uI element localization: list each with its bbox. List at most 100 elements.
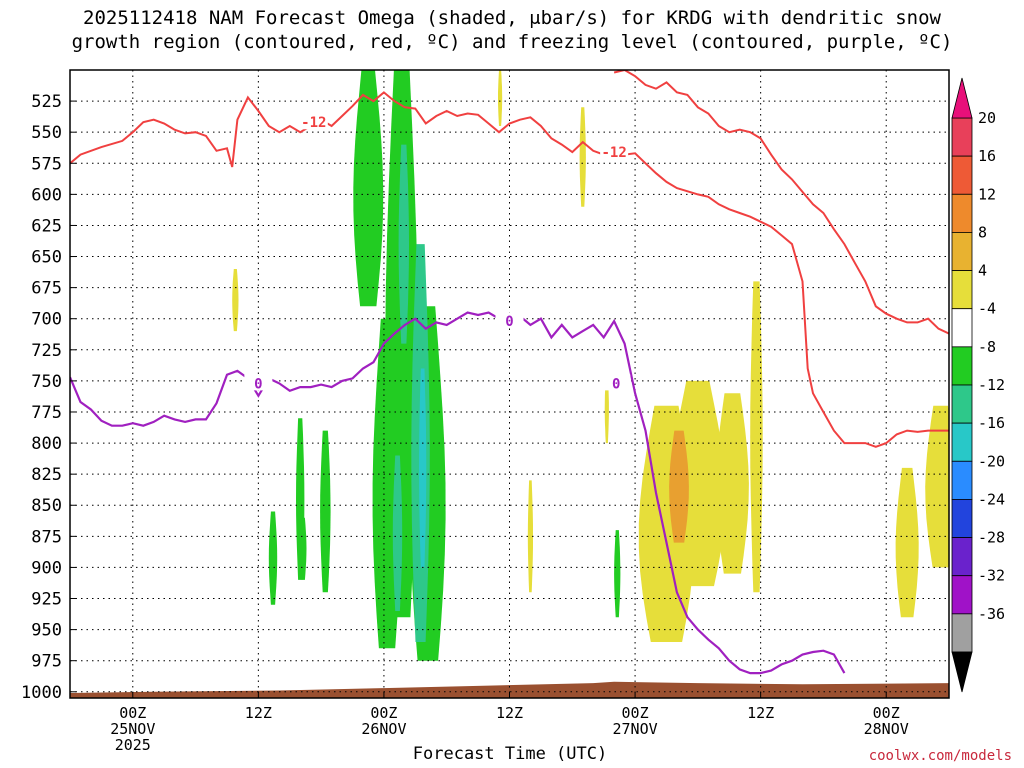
y-tick-label: 650 [31,248,62,268]
freezing-level-line [70,311,846,675]
y-tick-label: 675 [31,279,62,299]
x-tick-label: 00Z [873,704,900,722]
y-tick-label: 875 [31,527,62,547]
omega-downward-region [604,374,609,444]
colorbar-label: 16 [978,147,996,165]
omega-downward-region [895,467,919,618]
x-axis-label: Forecast Time (UTC) [412,744,608,764]
dendritic-contour-line [70,91,949,448]
omega-upward-region [300,517,307,580]
omega-upward-region [353,70,384,307]
y-tick-label: 525 [31,92,62,112]
y-tick-label: 625 [31,216,62,236]
omega-downward-region [579,107,586,207]
title-line-2: growth region (contoured, red, ºC) and f… [71,31,953,53]
colorbar-label: -20 [978,452,1005,470]
omega-upward-region [268,511,278,605]
omega-downward-region [925,405,949,568]
y-tick-label: 975 [31,652,62,672]
y-tick-label: 600 [31,185,62,205]
freezing-contour-label-bg [244,374,273,391]
colorbar-label: -24 [978,490,1005,508]
colorbar-swatch [951,270,973,310]
colorbar-label: -36 [978,605,1005,623]
dendritic-contour-label: -12 [301,115,326,131]
freezing-contour-label-bg [495,312,524,329]
colorbar-label: -8 [978,338,996,356]
colorbar-swatch [951,117,973,157]
colorbar-label: 4 [978,262,987,280]
credit-text: coolwx.com/models [868,748,1012,764]
omega-shading [70,70,949,698]
freezing-contour-label-bg [602,374,631,391]
colorbar-swatch [951,537,973,577]
x-tick-label: 00Z [622,704,649,722]
omega-upward-region [614,530,621,618]
colorbar-label: -4 [978,300,996,318]
omega-upward-core [419,368,427,568]
y-tick-label: 900 [31,558,62,578]
y-tick-label: 775 [31,403,62,423]
omega-downward-region [715,393,749,574]
colorbar-swatch [951,155,973,195]
omega-downward-region [750,281,763,593]
colorbar-top-arrow [951,77,973,119]
y-tick-label: 1000 [21,683,62,703]
x-tick-label: 26NOV [361,720,406,738]
x-tick-label: 2025 [115,736,151,754]
colorbar-swatch [951,346,973,386]
y-axis: 525 550 575 600 625 650 675 700 725 750 775 800 825 8… [21,92,76,703]
colorbar-swatch [951,460,973,500]
omega-upward-core [392,455,403,611]
y-tick-label: 800 [31,434,62,454]
colorbar-swatch [951,384,973,424]
freezing-contour-label: 0 [612,376,620,392]
contours: -12 -12 0 0 0 [70,70,949,675]
dendritic-contour-label: -12 [601,145,626,161]
colorbar-swatch [951,575,973,615]
colorbar-swatch [951,422,973,462]
y-tick-label: 825 [31,465,62,485]
omega-downward-core [669,430,689,543]
colorbar-swatch [951,308,973,348]
colorbar-label: -12 [978,376,1005,394]
colorbar-label: -32 [978,567,1005,585]
colorbar-swatch [951,193,973,233]
title-line-1: 2025112418 NAM Forecast Omega (shaded, μ… [83,7,941,29]
omega-upward-region [320,430,331,593]
y-tick-label: 725 [31,341,62,361]
omega-downward-region [232,269,239,332]
omega-downward-region [498,70,503,126]
y-tick-label: 750 [31,372,62,392]
colorbar: 20 16 12 8 4 -4 -8 -12 -16 -20 -24 -28 -32 -36 [951,77,1005,693]
colorbar-label: 12 [978,185,996,203]
dendritic-contour-label-bg [299,113,328,130]
omega-downward-region [527,480,533,593]
x-tick-label: 12Z [747,704,774,722]
colorbar-bottom-arrow [951,651,973,693]
y-tick-label: 575 [31,154,62,174]
chart-title: 2025112418 NAM Forecast Omega (shaded, μ… [0,6,1024,54]
terrain-ground [70,681,949,698]
x-tick-label: 25NOV [110,720,155,738]
x-tick-label: 00Z [370,704,397,722]
colorbar-label: -28 [978,529,1005,547]
y-tick-label: 950 [31,621,62,641]
colorbar-label: 20 [978,109,996,127]
x-tick-label: 00Z [119,704,146,722]
freezing-contour-label: 0 [254,376,262,392]
colorbar-label: 8 [978,223,987,241]
x-tick-label: 28NOV [864,720,909,738]
y-tick-label: 700 [31,310,62,330]
colorbar-swatch [951,613,973,653]
colorbar-swatch [951,499,973,538]
y-tick-label: 925 [31,590,62,610]
x-tick-label: 12Z [245,704,272,722]
dendritic-contour-line [613,70,949,335]
y-tick-label: 550 [31,123,62,143]
colorbar-label: -16 [978,414,1005,432]
grid-lines [70,70,949,698]
x-tick-label: 27NOV [612,720,657,738]
